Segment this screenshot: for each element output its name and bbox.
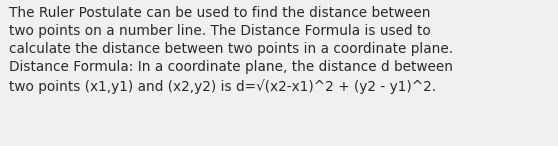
Text: The Ruler Postulate can be used to find the distance between
two points on a num: The Ruler Postulate can be used to find … xyxy=(9,6,454,94)
